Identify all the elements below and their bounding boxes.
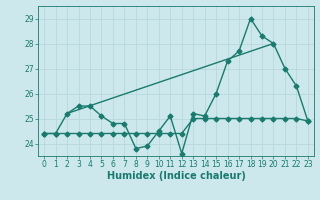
X-axis label: Humidex (Indice chaleur): Humidex (Indice chaleur) xyxy=(107,171,245,181)
